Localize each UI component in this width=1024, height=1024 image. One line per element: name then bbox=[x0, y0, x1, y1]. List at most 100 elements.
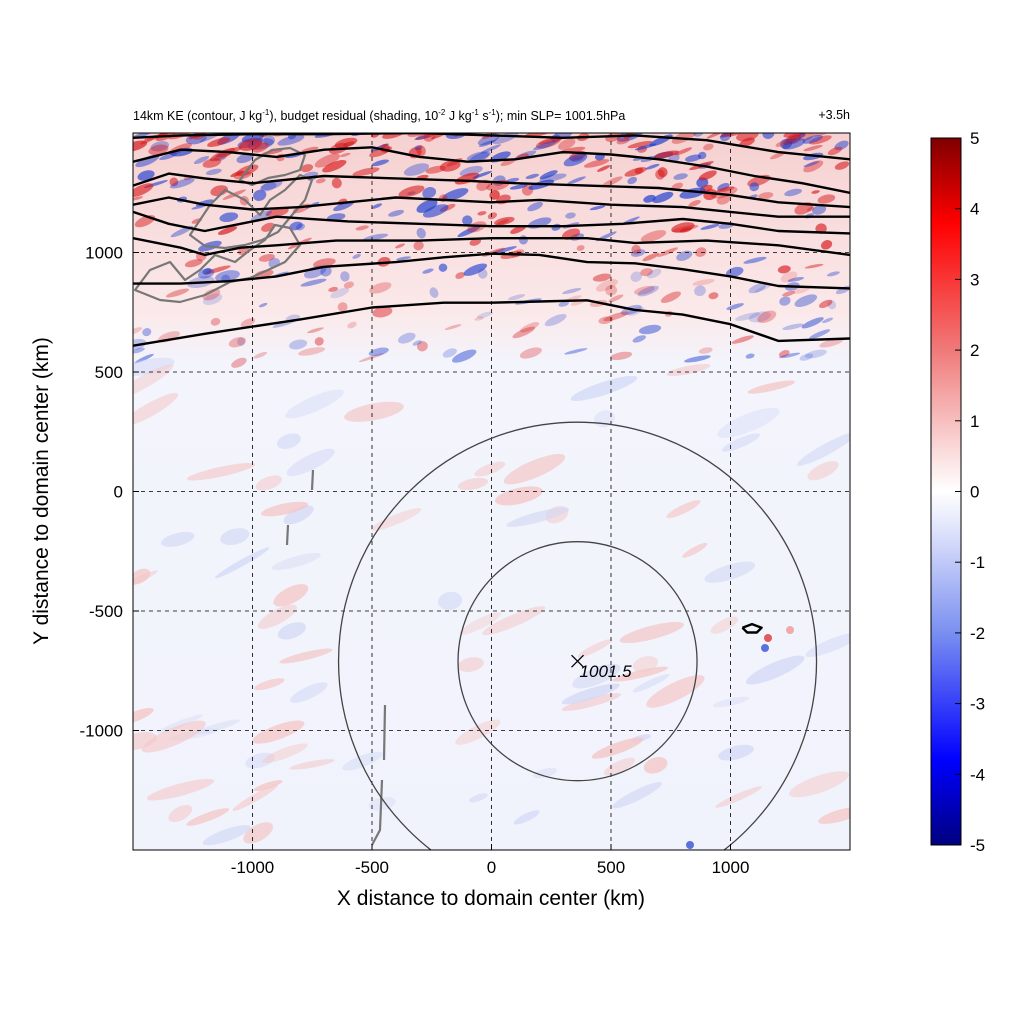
residual-patch bbox=[704, 561, 756, 583]
residual-patch bbox=[495, 486, 543, 506]
residual-patch bbox=[371, 203, 383, 209]
residual-patch bbox=[811, 190, 820, 194]
residual-patch bbox=[148, 144, 169, 156]
residual-patch bbox=[343, 281, 354, 289]
residual-patch bbox=[340, 271, 350, 282]
forecast-time-label: +3.5h bbox=[818, 108, 850, 122]
colorbar-tick-label: 2 bbox=[970, 341, 979, 360]
residual-patch bbox=[671, 133, 697, 144]
residual-patch bbox=[347, 321, 357, 329]
residual-patch bbox=[826, 271, 840, 277]
residual-patch bbox=[184, 259, 203, 268]
residual-patch bbox=[165, 288, 190, 298]
residual-patch bbox=[731, 335, 754, 344]
residual-patch bbox=[632, 335, 647, 343]
residual-patch bbox=[186, 462, 256, 481]
y-axis-ticks: 1000 500 0 -500 -1000 bbox=[80, 244, 139, 741]
residual-patch bbox=[652, 191, 674, 203]
residual-patch bbox=[809, 329, 831, 340]
residual-patch bbox=[455, 272, 465, 279]
residual-patch bbox=[289, 339, 308, 350]
residual-patch bbox=[452, 349, 477, 363]
residual-patch bbox=[710, 616, 739, 634]
residual-patch bbox=[718, 744, 754, 761]
residual-patch bbox=[627, 176, 638, 185]
residual-patch bbox=[466, 151, 491, 162]
residual-patch bbox=[414, 135, 431, 141]
radius-ring bbox=[457, 541, 698, 782]
residual-patch bbox=[459, 612, 502, 635]
residual-patch bbox=[237, 337, 246, 346]
x-axis-label: X distance to domain center (km) bbox=[337, 887, 645, 910]
residual-patch bbox=[300, 278, 327, 287]
residual-patch bbox=[786, 626, 794, 634]
residual-patch bbox=[647, 268, 662, 279]
residual-patch bbox=[286, 448, 335, 477]
residual-patch bbox=[487, 212, 498, 220]
colorbar-tick-label: 0 bbox=[970, 483, 979, 502]
residual-patch bbox=[140, 136, 156, 145]
residual-patch bbox=[193, 155, 210, 165]
residual-patch bbox=[463, 263, 488, 276]
residual-patch bbox=[812, 204, 827, 215]
residual-patch bbox=[591, 737, 644, 759]
residual-patch bbox=[503, 453, 566, 485]
residual-patch bbox=[414, 145, 423, 151]
residual-patch bbox=[352, 167, 380, 177]
residual-patch bbox=[592, 273, 612, 282]
residual-patch bbox=[220, 528, 250, 546]
residual-patch bbox=[695, 247, 707, 257]
residual-patch bbox=[634, 143, 657, 151]
residual-patch bbox=[437, 591, 463, 611]
residual-patch bbox=[666, 500, 701, 519]
residual-patch bbox=[703, 143, 714, 151]
residual-patch bbox=[477, 211, 487, 216]
residual-patch bbox=[494, 216, 515, 226]
residual-patch bbox=[660, 291, 681, 303]
chart-title: 14km KE (contour, J kg-1), budget residu… bbox=[133, 108, 626, 124]
residual-patch bbox=[685, 154, 702, 162]
ke-contours bbox=[133, 133, 850, 634]
residual-patch bbox=[749, 182, 760, 192]
residual-patch bbox=[616, 138, 630, 145]
residual-patch bbox=[362, 233, 389, 242]
residual-patch bbox=[315, 178, 326, 184]
residual-patch bbox=[205, 265, 231, 274]
residual-patch bbox=[169, 177, 179, 187]
residual-patch bbox=[322, 160, 347, 173]
residual-patch bbox=[715, 786, 762, 808]
residual-patch bbox=[561, 683, 620, 705]
residual-patch bbox=[700, 223, 720, 230]
residual-patch bbox=[137, 170, 155, 181]
colorbar-tick-label: -5 bbox=[970, 836, 985, 855]
residual-patch bbox=[804, 263, 824, 269]
residual-patch bbox=[784, 188, 802, 197]
residual-patch bbox=[328, 286, 338, 292]
residual-patch bbox=[787, 276, 805, 282]
radius-rings bbox=[337, 421, 818, 850]
residual-patch bbox=[757, 310, 777, 324]
min-slp-label: 1001.5 bbox=[580, 662, 633, 681]
residual-patch bbox=[779, 352, 801, 359]
residual-patch bbox=[792, 286, 810, 294]
residual-patch bbox=[525, 173, 539, 180]
residual-patch bbox=[544, 314, 567, 327]
residual-patch bbox=[721, 433, 761, 452]
residual-patch bbox=[261, 501, 309, 517]
residual-patch bbox=[455, 719, 501, 745]
residual-patch bbox=[403, 163, 430, 176]
residual-patch bbox=[133, 183, 154, 197]
residual-patch bbox=[477, 268, 488, 279]
residual-patch bbox=[754, 284, 771, 293]
residual-patch bbox=[589, 205, 606, 211]
residual-patch bbox=[643, 757, 668, 774]
residual-patch bbox=[252, 720, 305, 744]
colorbar: 5 4 3 2 1 0 -1 -2 -3 -4 -5 bbox=[930, 129, 985, 855]
residual-patch bbox=[355, 225, 369, 231]
residual-patch bbox=[643, 194, 656, 203]
residual-patch bbox=[567, 176, 586, 185]
residual-patch bbox=[608, 294, 624, 303]
residual-patch bbox=[271, 553, 321, 570]
residual-patch bbox=[539, 173, 567, 183]
residual-patch bbox=[422, 268, 434, 274]
